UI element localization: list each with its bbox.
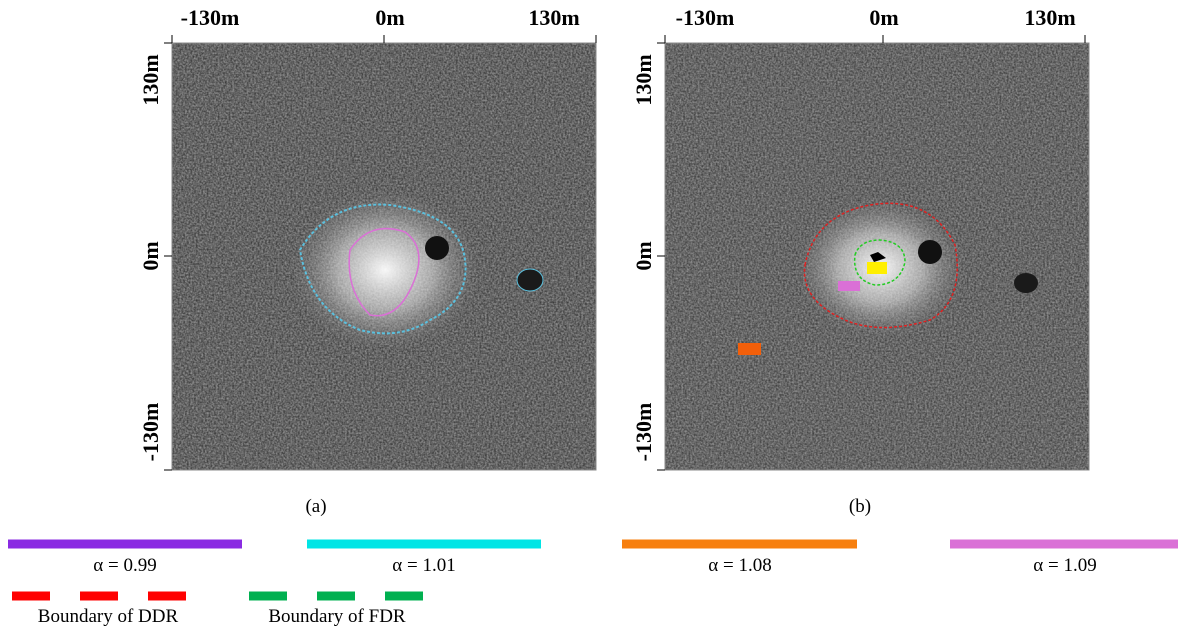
marker	[838, 281, 860, 291]
caption: (b)	[849, 496, 871, 517]
legend-label: α = 1.09	[1033, 555, 1096, 576]
y-label: 130m	[631, 54, 656, 105]
y-label: -130m	[631, 403, 656, 462]
x-label: 0m	[375, 5, 404, 30]
crater	[918, 240, 942, 264]
panel-a: -130m 0m 130m 130m 0m -130m (a)	[138, 5, 596, 517]
y-label: 0m	[631, 241, 656, 270]
legend-label: α = 1.08	[708, 555, 771, 576]
x-label: -130m	[181, 5, 240, 30]
legend-label: α = 0.99	[93, 555, 156, 576]
caption: (a)	[305, 496, 326, 517]
x-label: -130m	[676, 5, 735, 30]
legend-label: Boundary of DDR	[38, 606, 179, 627]
crater	[425, 236, 449, 260]
y-label: 0m	[138, 241, 163, 270]
crater	[517, 269, 543, 291]
bright-region	[290, 190, 480, 350]
marker	[867, 262, 887, 274]
legend: α = 0.99 α = 1.01 α = 1.08 α = 1.09 Boun…	[8, 544, 1178, 627]
figure: -130m 0m 130m 130m 0m -130m (a) -130m 0m…	[0, 0, 1179, 632]
legend-label: Boundary of FDR	[268, 606, 406, 627]
crater	[1014, 273, 1038, 293]
y-label: 130m	[138, 54, 163, 105]
x-label: 130m	[528, 5, 579, 30]
x-label: 0m	[869, 5, 898, 30]
marker	[738, 343, 761, 355]
panel-b: -130m 0m 130m 130m 0m -130m (b)	[631, 5, 1089, 517]
legend-label: α = 1.01	[392, 555, 455, 576]
y-label: -130m	[138, 403, 163, 462]
x-label: 130m	[1024, 5, 1075, 30]
